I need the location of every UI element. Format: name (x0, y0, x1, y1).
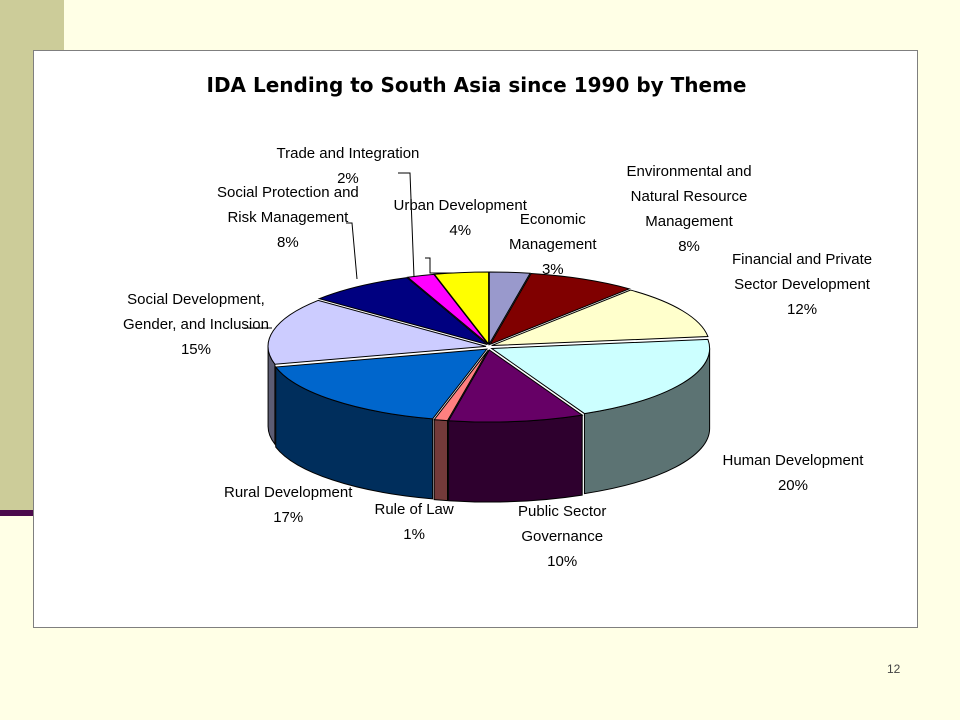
slice-label: Human Development 20% (723, 448, 864, 498)
slice-label-text: Trade and Integration (276, 145, 420, 162)
slice-label: Trade and Integration 2% (277, 141, 420, 191)
pie-slice (433, 271, 490, 346)
pie-chart (244, 172, 711, 503)
slice-label: Environmental and Natural Resource Managem… (627, 159, 752, 259)
pie-sides (267, 346, 711, 503)
slice-label: Public Sector Governance 10% (518, 499, 606, 574)
slice-label-text: Urban Development (393, 197, 527, 214)
slice-percent: 8% (277, 234, 299, 251)
pie-leaders (244, 172, 454, 329)
slide-accent-rule (0, 510, 34, 516)
pie-slice (491, 289, 709, 347)
chart-title: IDA Lending to South Asia since 1990 by … (206, 73, 747, 97)
slice-label: Social Development, Gender, and Inclusion… (123, 287, 269, 362)
slice-label-text: Public Sector (518, 503, 607, 520)
slice-label-text: Governance (521, 528, 604, 545)
slice-percent: 15% (180, 341, 211, 358)
slice-percent: 20% (777, 477, 808, 494)
slice-label: Urban Development 4% (394, 193, 527, 243)
pie-slice (317, 277, 488, 346)
leader-line (425, 257, 454, 274)
pie-slice-side (448, 414, 583, 503)
slice-percent: 4% (449, 222, 472, 239)
slice-label-text: Social Protection and (217, 184, 359, 201)
chart-frame: IDA Lending to South Asia since 1990 by … (33, 50, 918, 628)
slice-label-text: Natural Resource (630, 188, 748, 205)
pie-slice (433, 349, 489, 422)
slice-label-text: Sector Development (734, 276, 870, 293)
slice-label-text: Economic (519, 211, 586, 228)
slice-percent: 1% (403, 526, 425, 543)
leader-line (398, 172, 415, 278)
slice-label: Social Protection and Risk Management 8% (217, 180, 359, 255)
slice-label-text: Rural Development (224, 484, 353, 501)
pie-slice (274, 348, 488, 420)
slice-label-text: Human Development (722, 452, 864, 469)
pie-slice (267, 299, 487, 365)
slice-label: Rule of Law 1% (375, 497, 454, 547)
page-number: 12 (887, 662, 901, 676)
slice-percent: 8% (678, 238, 700, 255)
leader-line (346, 222, 358, 280)
slice-label-text: Environmental and (626, 163, 752, 180)
slice-label-text: Social Development, (127, 291, 265, 308)
slice-label-text: Financial and Private (732, 251, 873, 268)
slice-label-text: Gender, and Inclusion (123, 316, 269, 333)
slice-label: Rural Development 17% (224, 480, 352, 530)
slice-label-text: Management (645, 213, 733, 230)
pie-slice (489, 273, 631, 346)
pie-tops (267, 271, 711, 423)
pie-slice (488, 271, 531, 346)
slice-percent: 10% (547, 553, 578, 570)
slice-label-text: Rule of Law (374, 501, 454, 518)
slice-label: Financial and Private Sector Development 1… (732, 247, 872, 322)
slice-percent: 3% (541, 261, 564, 278)
pie-slice (447, 349, 584, 423)
slice-label-text: Management (509, 236, 597, 253)
pie-slice (490, 338, 711, 415)
slice-label: Economic Management 3% (509, 207, 597, 282)
pie-slice (406, 273, 489, 345)
pie-slice-side (433, 419, 448, 502)
slice-percent: 17% (273, 509, 304, 526)
slice-label-text: Risk Management (227, 209, 349, 226)
slice-percent: 2% (337, 170, 359, 187)
slice-percent: 12% (787, 301, 818, 318)
